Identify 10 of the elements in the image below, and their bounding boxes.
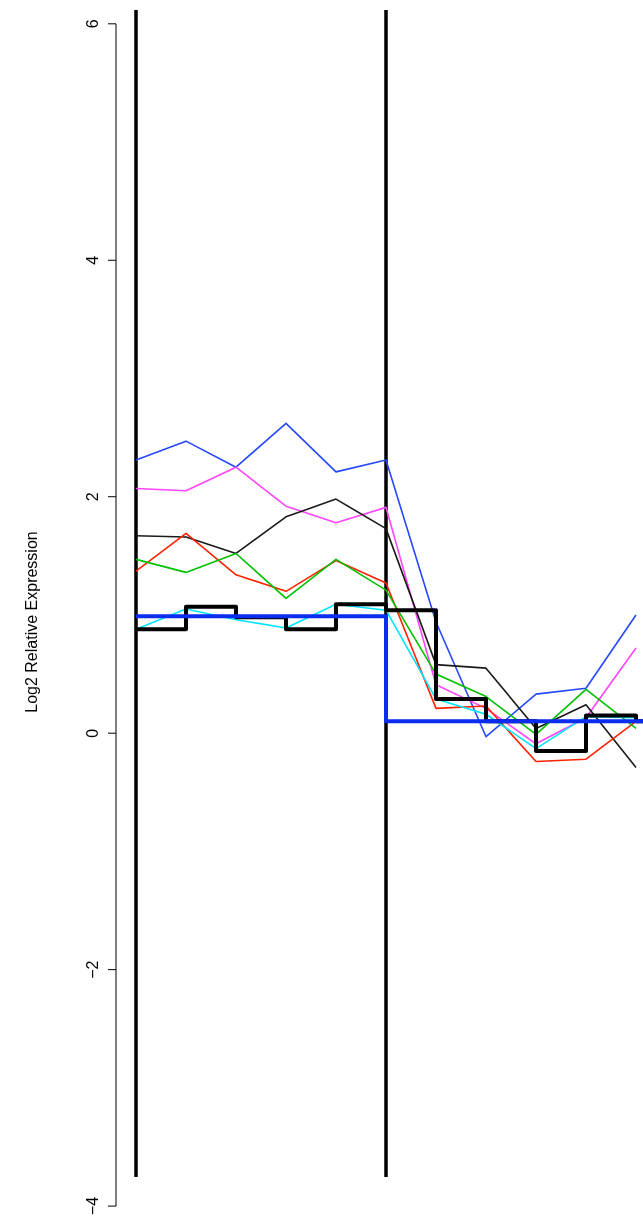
y-axis-title: Log2 Relative Expression — [23, 531, 40, 713]
y-tick-label: 0 — [84, 728, 101, 738]
y-tick-label: 4 — [84, 255, 101, 265]
y-tick-label: −2 — [84, 960, 101, 979]
line-series — [135, 552, 637, 736]
y-tick-label: 6 — [84, 19, 101, 29]
y-tick-label: 2 — [84, 492, 101, 502]
line-series — [135, 466, 637, 745]
line-series — [135, 422, 637, 738]
y-tick-label: −4 — [84, 1196, 101, 1216]
